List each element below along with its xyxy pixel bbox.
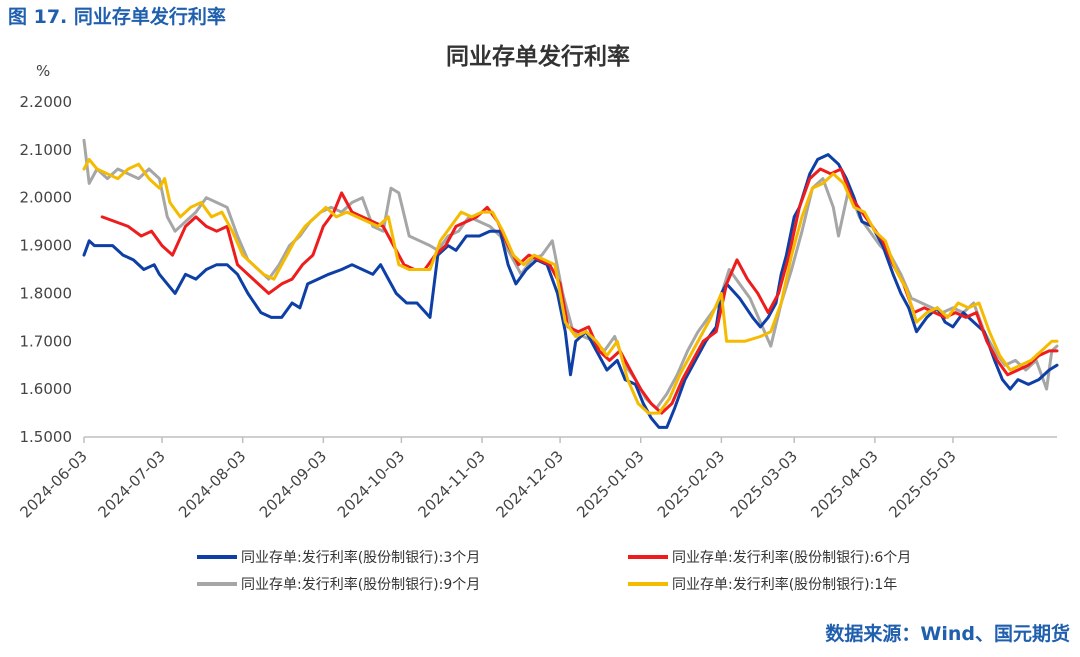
x-tick-label: 2024-12-03 [493, 447, 567, 521]
y-tick-label: 1.6000 [20, 380, 73, 398]
y-tick-label: 1.8000 [20, 284, 73, 302]
x-tick-label: 2024-07-03 [94, 447, 168, 521]
series-line-3m [82, 153, 1059, 429]
series-line-1y [82, 157, 1059, 415]
y-axis-unit: % [36, 62, 50, 80]
x-tick-label: 2024-08-03 [175, 447, 249, 521]
x-tick-label: 2024-09-03 [256, 447, 330, 521]
legend-label-9m: 同业存单:发行利率(股份制银行):9个月 [241, 576, 480, 593]
series-line-9m [82, 138, 1059, 410]
y-tick-label: 1.7000 [20, 332, 73, 350]
chart-title: 同业存单发行利率 [446, 43, 630, 70]
legend-label-1y: 同业存单:发行利率(股份制银行):1年 [672, 576, 897, 593]
y-axis: 1.5000 1.6000 1.7000 1.8000 1.9000 2.0000 2.10… [20, 93, 73, 446]
x-tick-label: 2025-01-03 [573, 447, 647, 521]
y-tick-label: 1.9000 [20, 237, 73, 255]
legend-label-3m: 同业存单:发行利率(股份制银行):3个月 [241, 549, 480, 566]
x-tick-label: 2025-02-03 [654, 447, 728, 521]
x-tick-label: 2024-11-03 [414, 447, 488, 521]
legend-label-6m: 同业存单:发行利率(股份制银行):6个月 [672, 549, 911, 566]
x-tick-label: 2025-03-03 [727, 447, 801, 521]
x-tick-label: 2024-06-03 [16, 447, 90, 521]
figure-title: 图 17. 同业存单发行利率 [8, 6, 226, 28]
source-note: 数据来源：Wind、国元期货 [825, 623, 1070, 645]
legend: 同业存单:发行利率(股份制银行):3个月 同业存单:发行利率(股份制银行):6个月… [197, 549, 911, 593]
y-tick-label: 2.1000 [20, 141, 73, 159]
y-tick-label: 2.0000 [20, 189, 73, 207]
y-tick-label: 2.2000 [20, 93, 73, 111]
x-tick-label: 2025-05-03 [885, 447, 959, 521]
series-lines [82, 138, 1059, 429]
x-tick-label: 2024-10-03 [334, 447, 408, 521]
x-axis: 2024-06-03 2024-07-03 2024-08-03 2024-09-03… [16, 437, 960, 521]
y-tick-label: 1.5000 [20, 428, 73, 446]
x-tick-label: 2025-04-03 [807, 447, 881, 521]
